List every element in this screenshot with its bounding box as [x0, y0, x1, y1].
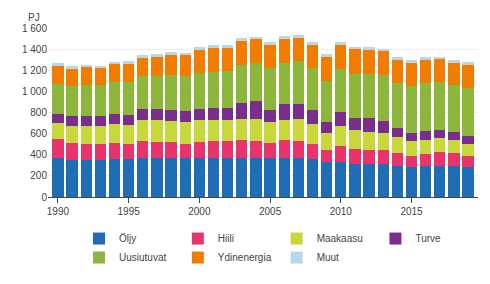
svg-text:600: 600: [30, 128, 47, 139]
svg-text:Maakaasu: Maakaasu: [317, 233, 363, 244]
svg-text:Muut: Muut: [317, 252, 339, 263]
svg-text:2000: 2000: [188, 206, 211, 217]
svg-text:2005: 2005: [259, 206, 282, 217]
svg-text:0: 0: [41, 192, 47, 203]
svg-text:1 000: 1 000: [22, 86, 47, 97]
svg-text:1990: 1990: [47, 206, 70, 217]
svg-text:800: 800: [30, 107, 47, 118]
svg-text:2015: 2015: [400, 206, 423, 217]
svg-text:1 600: 1 600: [22, 23, 47, 34]
svg-text:1 400: 1 400: [22, 44, 47, 55]
svg-text:200: 200: [30, 170, 47, 181]
svg-text:400: 400: [30, 149, 47, 160]
svg-text:1 200: 1 200: [22, 65, 47, 76]
svg-text:2010: 2010: [330, 206, 353, 217]
svg-text:1995: 1995: [118, 206, 141, 217]
svg-text:Uusiutuvat: Uusiutuvat: [119, 252, 166, 263]
svg-text:Hiili: Hiili: [218, 233, 234, 244]
svg-text:Öljy: Öljy: [119, 233, 136, 244]
svg-text:PJ: PJ: [28, 12, 40, 23]
svg-text:Turve: Turve: [415, 233, 441, 244]
svg-text:Ydinenergia: Ydinenergia: [218, 252, 272, 263]
